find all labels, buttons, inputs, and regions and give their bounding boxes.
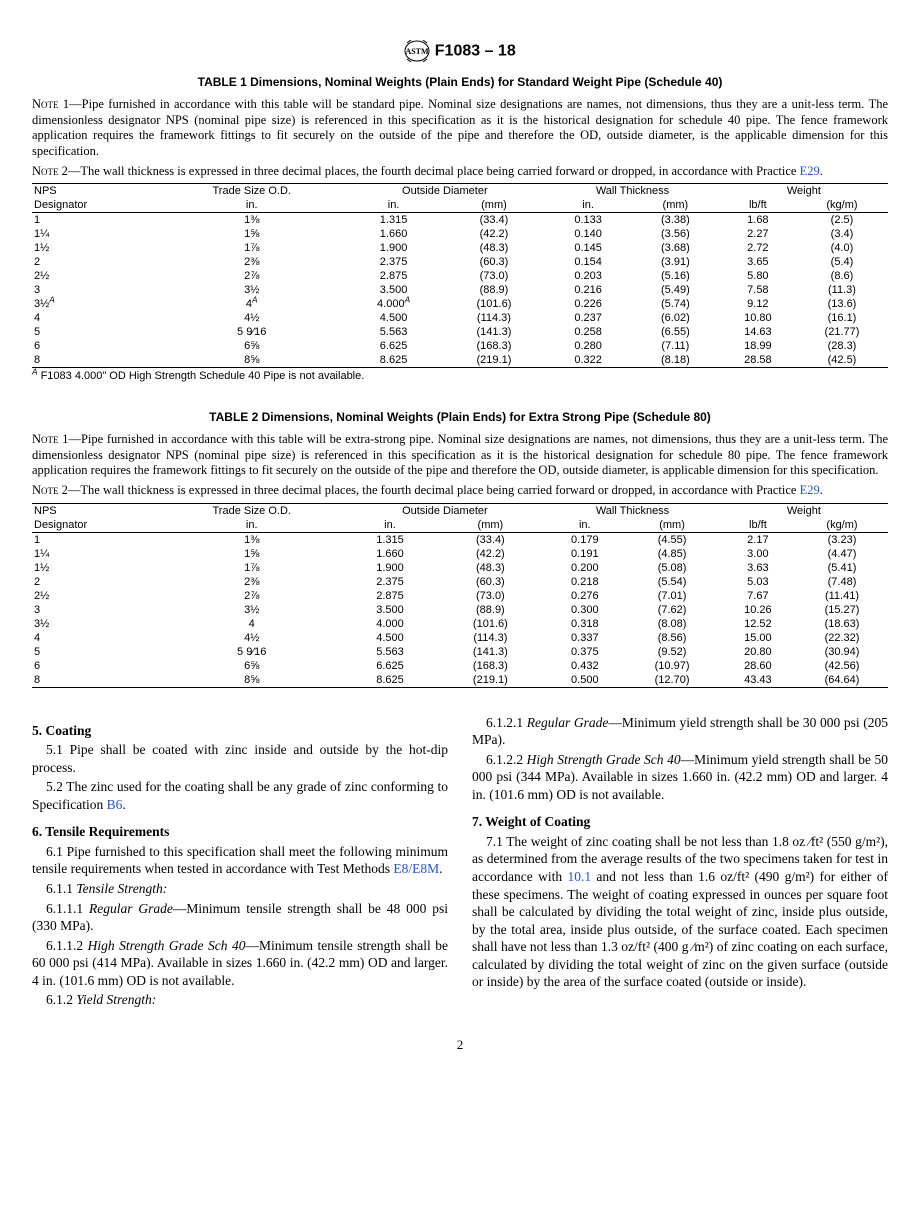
table-row: 88⅝8.625(219.1)0.322(8.18)28.58(42.5) — [32, 353, 888, 368]
left-column: 5. Coating 5.1 Pipe shall be coated with… — [32, 712, 448, 1011]
astm-logo-icon: ASTM — [404, 42, 435, 62]
svg-text:ASTM: ASTM — [406, 47, 430, 56]
table2-note1: Note 1—Pipe furnished in accordance with… — [32, 432, 888, 479]
table-row: 11⅜1.315(33.4)0.133(3.38)1.68(2.5) — [32, 213, 888, 228]
table-row: 55 9⁄165.563(141.3)0.258(6.55)14.63(21.7… — [32, 325, 888, 339]
link-e29[interactable]: E29 — [800, 164, 820, 178]
table-row: 44½4.500(114.3)0.237(6.02)10.80(16.1) — [32, 311, 888, 325]
standard-number: F1083 – 18 — [435, 43, 516, 60]
p-6-1-1-1: 6.1.1.1 Regular Grade—Minimum tensile st… — [32, 900, 448, 935]
sec5-head: 5. Coating — [32, 722, 448, 740]
table-row: 2½2⅞2.875(73.0)0.276(7.01)7.67(11.41) — [32, 589, 888, 603]
p-6-1-1-2: 6.1.1.2 High Strength Grade Sch 40—Minim… — [32, 937, 448, 990]
p-7-1: 7.1 The weight of zinc coating shall be … — [472, 833, 888, 991]
sec7-head: 7. Weight of Coating — [472, 813, 888, 831]
table-row: 11⅜1.315(33.4)0.179(4.55)2.17(3.23) — [32, 532, 888, 547]
right-column: 6.1.2.1 Regular Grade—Minimum yield stre… — [472, 712, 888, 1011]
p-6-1-2-2: 6.1.2.2 High Strength Grade Sch 40—Minim… — [472, 751, 888, 804]
table1-footnote: A F1083 4.000" OD High Strength Schedule… — [32, 370, 888, 382]
table-row: 3½A4A4.000A(101.6)0.226(5.74)9.12(13.6) — [32, 297, 888, 311]
table-row: 1½1⅞1.900(48.3)0.200(5.08)3.63(5.41) — [32, 561, 888, 575]
table-row: 22⅜2.375(60.3)0.154(3.91)3.65(5.4) — [32, 255, 888, 269]
p-5-1: 5.1 Pipe shall be coated with zinc insid… — [32, 741, 448, 776]
p-6-1-2: 6.1.2 Yield Strength: — [32, 991, 448, 1009]
table-row: 33½3.500(88.9)0.216(5.49)7.58(11.3) — [32, 283, 888, 297]
link-e29-2[interactable]: E29 — [800, 483, 820, 497]
table-row: 66⅝6.625(168.3)0.432(10.97)28.60(42.56) — [32, 659, 888, 673]
table-row: 33½3.500(88.9)0.300(7.62)10.26(15.27) — [32, 603, 888, 617]
table-row: 55 9⁄165.563(141.3)0.375(9.52)20.80(30.9… — [32, 645, 888, 659]
table1-title: TABLE 1 Dimensions, Nominal Weights (Pla… — [32, 75, 888, 89]
p-6-1: 6.1 Pipe furnished to this specification… — [32, 843, 448, 878]
table2-note2: Note 2—The wall thickness is expressed i… — [32, 483, 888, 499]
page-number: 2 — [32, 1037, 888, 1053]
sec6-head: 6. Tensile Requirements — [32, 823, 448, 841]
link-e8[interactable]: E8/E8M — [393, 861, 439, 876]
table-row: 1½1⅞1.900(48.3)0.145(3.68)2.72(4.0) — [32, 241, 888, 255]
link-b6[interactable]: B6 — [107, 797, 123, 812]
p-6-1-2-1: 6.1.2.1 Regular Grade—Minimum yield stre… — [472, 714, 888, 749]
table1-note1: Note 1—Pipe furnished in accordance with… — [32, 97, 888, 160]
table2: NPS Trade Size O.D. Outside Diameter Wal… — [32, 503, 888, 688]
table-row: 44½4.500(114.3)0.337(8.56)15.00(22.32) — [32, 631, 888, 645]
table-row: 22⅜2.375(60.3)0.218(5.54)5.03(7.48) — [32, 575, 888, 589]
table-row: 2½2⅞2.875(73.0)0.203(5.16)5.80(8.6) — [32, 269, 888, 283]
table1-note2: Note 2—The wall thickness is expressed i… — [32, 164, 888, 180]
table-row: 66⅝6.625(168.3)0.280(7.11)18.99(28.3) — [32, 339, 888, 353]
doc-header: ASTM F1083 – 18 — [32, 40, 888, 63]
table-row: 1¼1⅝1.660(42.2)0.140(3.56)2.27(3.4) — [32, 227, 888, 241]
table2-title: TABLE 2 Dimensions, Nominal Weights (Pla… — [32, 410, 888, 424]
table-row: 3½44.000(101.6)0.318(8.08)12.52(18.63) — [32, 617, 888, 631]
link-10-1[interactable]: 10.1 — [567, 869, 591, 884]
table-row: 1¼1⅝1.660(42.2)0.191(4.85)3.00(4.47) — [32, 547, 888, 561]
table1: NPS Trade Size O.D. Outside Diameter Wal… — [32, 183, 888, 368]
p-5-2: 5.2 The zinc used for the coating shall … — [32, 778, 448, 813]
table-row: 88⅝8.625(219.1)0.500(12.70)43.43(64.64) — [32, 673, 888, 688]
p-6-1-1: 6.1.1 Tensile Strength: — [32, 880, 448, 898]
